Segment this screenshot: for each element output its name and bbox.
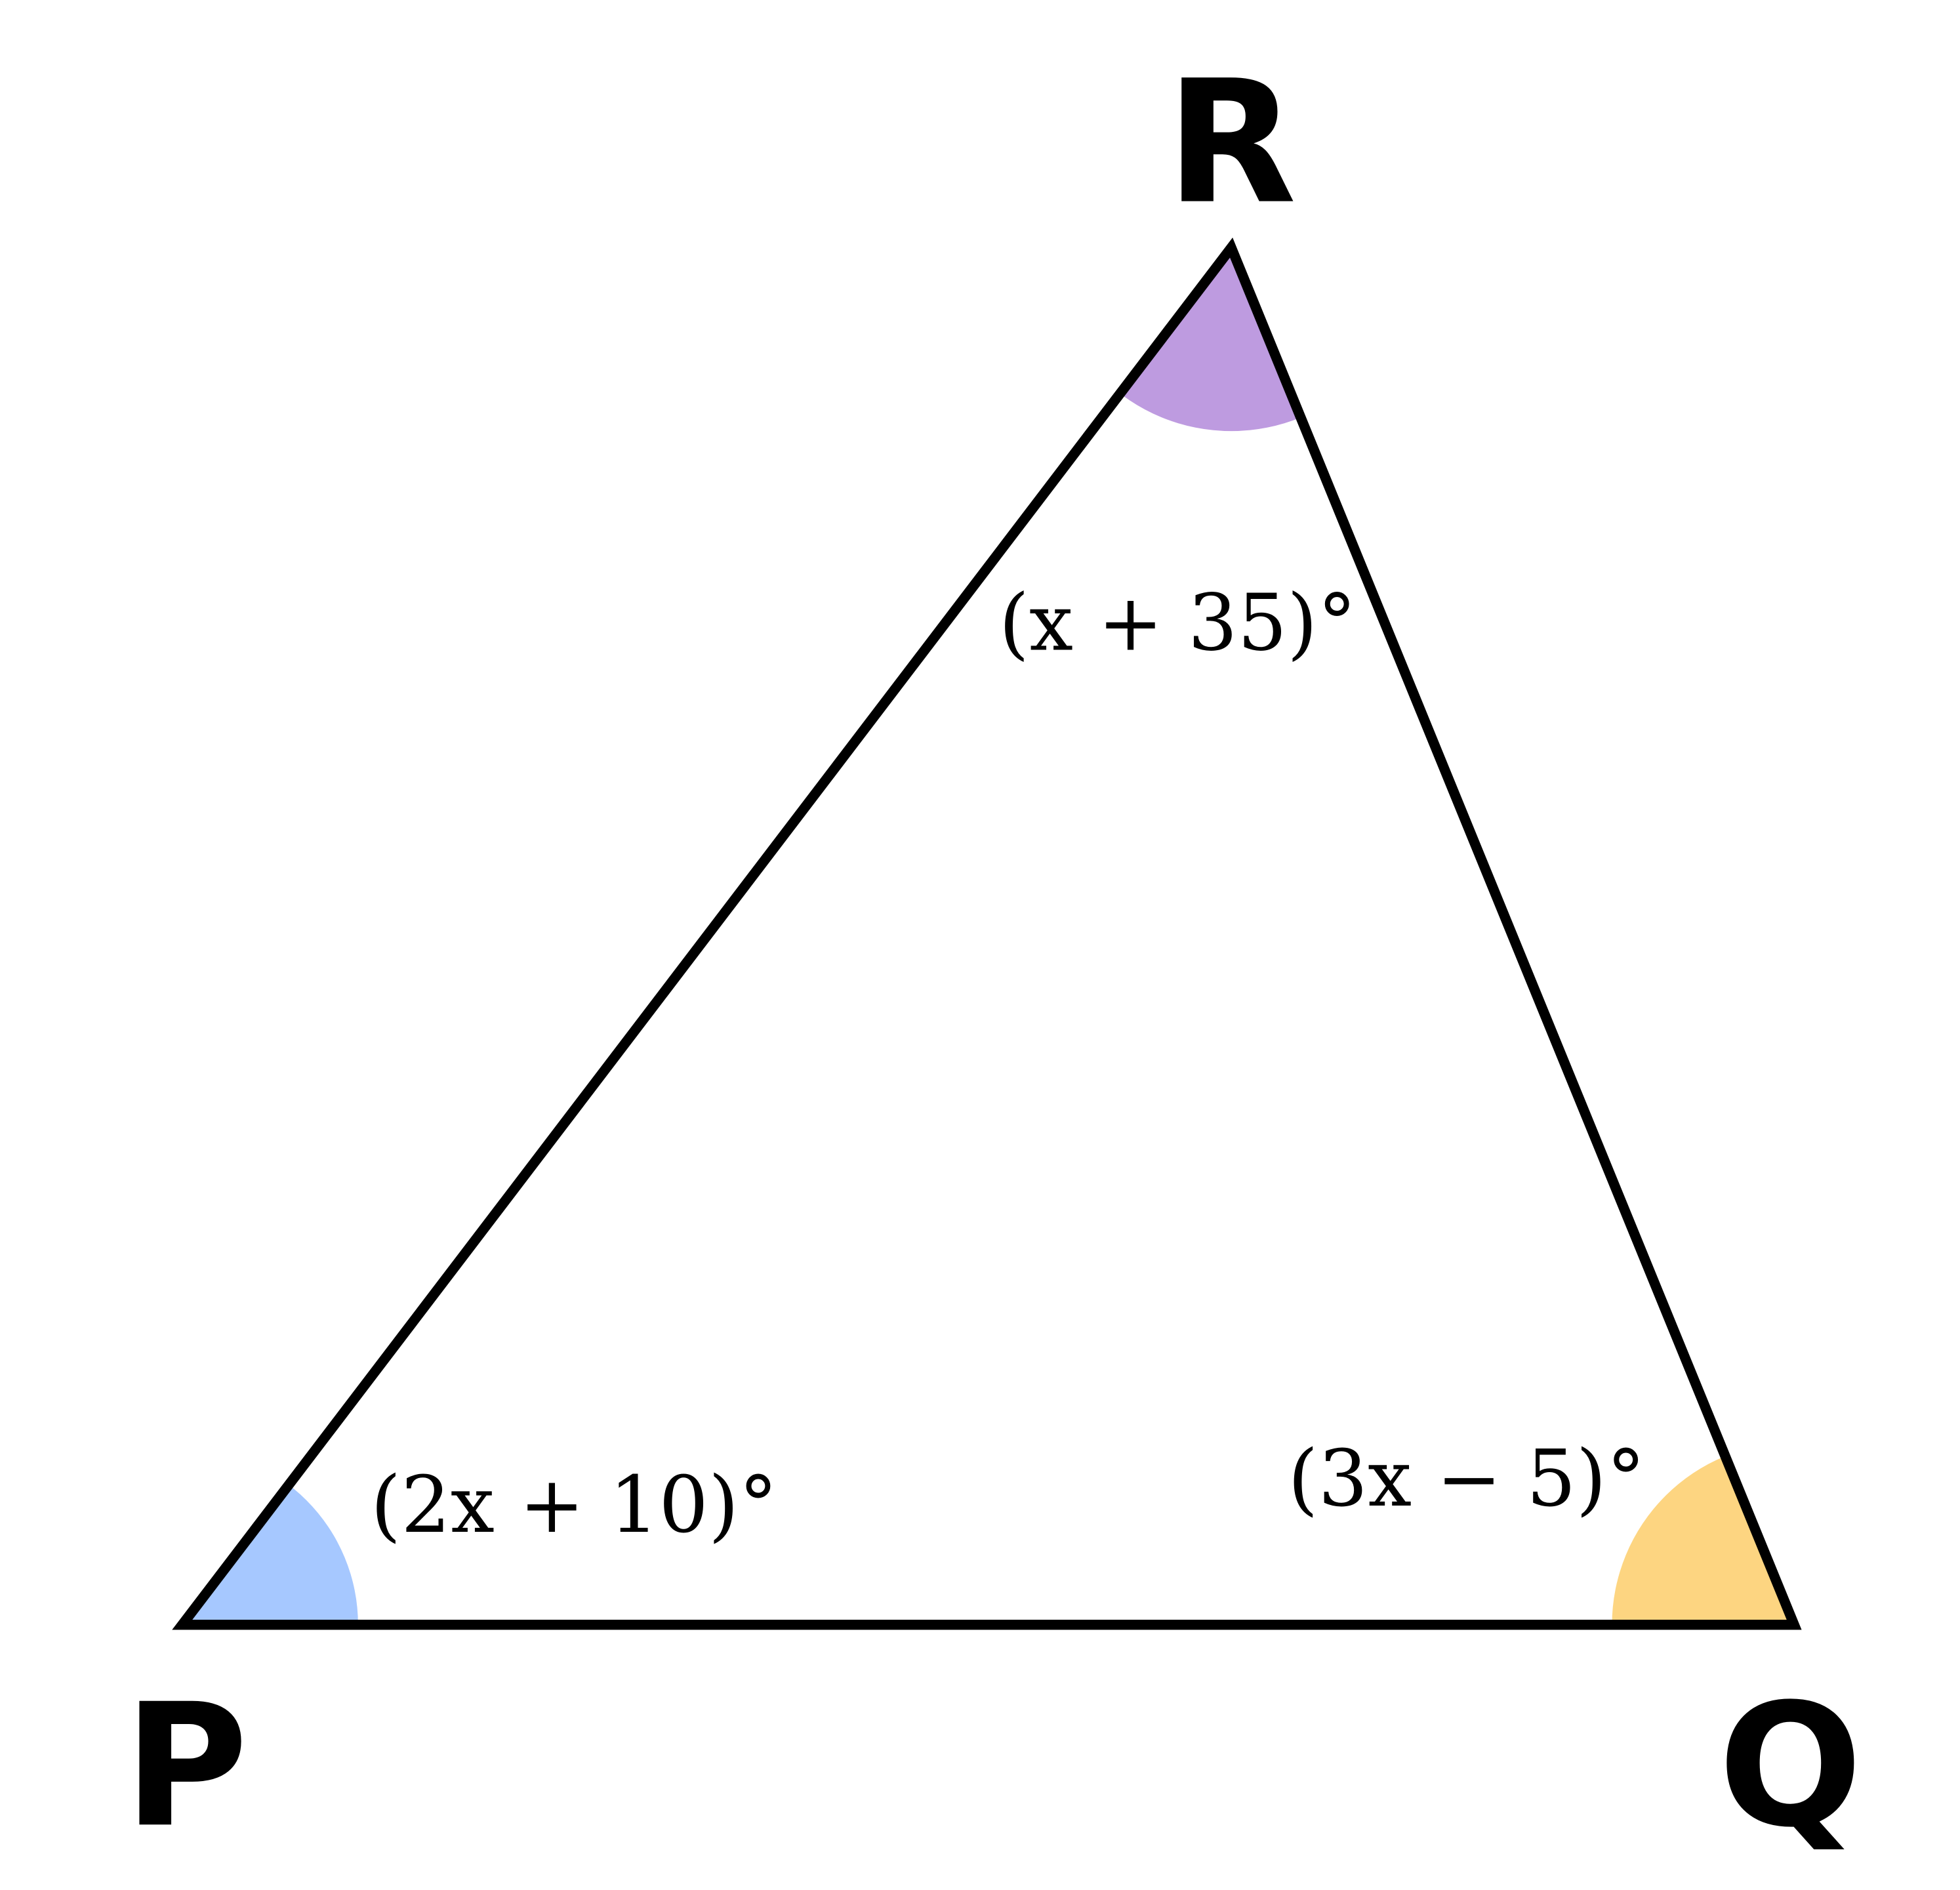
angle-q-wedge [1612, 1442, 1795, 1625]
angle-label-r: (x + 35)° [999, 578, 1357, 668]
angle-p-wedge [182, 1448, 358, 1625]
vertex-label-q: Q [1719, 1667, 1863, 1864]
angle-label-p: (2x + 10)° [371, 1460, 778, 1551]
vertex-label-r: R [1166, 44, 1297, 241]
vertex-label-p: P [124, 1667, 249, 1864]
triangle-pqr [172, 237, 1802, 1630]
angle-label-q: (3x − 5)° [1288, 1434, 1645, 1525]
